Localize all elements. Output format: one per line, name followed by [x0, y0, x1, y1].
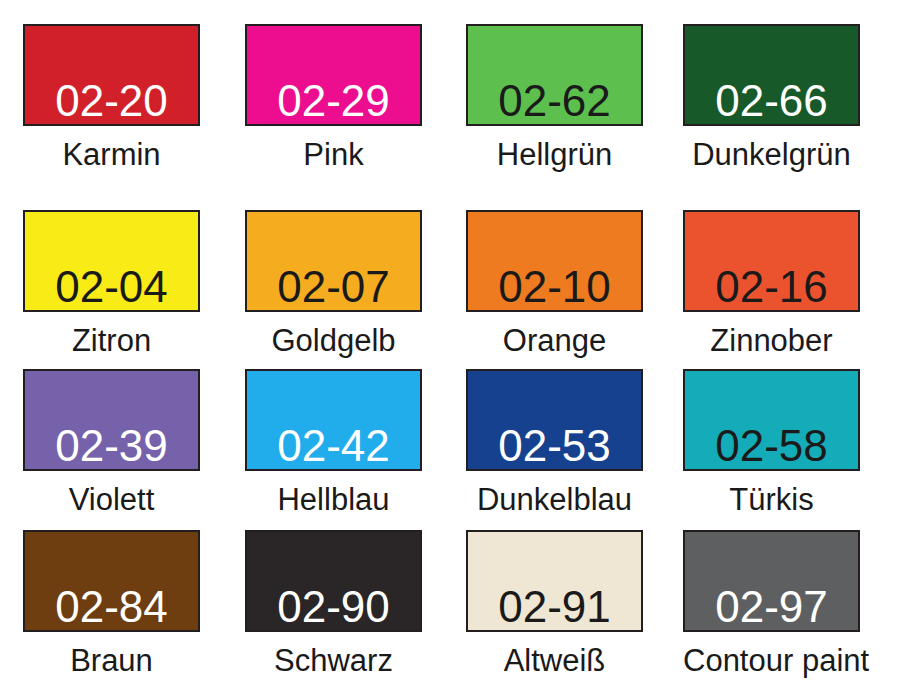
color-swatch-02-07: 02-07 — [245, 210, 422, 312]
color-swatch-02-16: 02-16 — [683, 210, 860, 312]
color-swatch-02-97: 02-97 — [683, 530, 860, 632]
color-cell-02-62: 02-62 Hellgrün — [466, 24, 643, 173]
color-label: Orange — [466, 323, 643, 359]
color-cell-02-58: 02-58 Türkis — [683, 369, 860, 518]
color-label: Hellblau — [245, 482, 422, 518]
color-swatch-02-04: 02-04 — [23, 210, 200, 312]
color-code: 02-20 — [25, 79, 198, 123]
color-swatch-02-29: 02-29 — [245, 24, 422, 126]
color-label: Violett — [23, 482, 200, 518]
color-code: 02-07 — [247, 265, 420, 309]
color-swatch-02-58: 02-58 — [683, 369, 860, 471]
color-swatch-02-66: 02-66 — [683, 24, 860, 126]
color-code: 02-29 — [247, 79, 420, 123]
color-code: 02-91 — [468, 585, 641, 629]
color-swatch-02-42: 02-42 — [245, 369, 422, 471]
color-cell-02-04: 02-04 Zitron — [23, 210, 200, 359]
color-cell-02-20: 02-20 Karmin — [23, 24, 200, 173]
color-swatch-02-53: 02-53 — [466, 369, 643, 471]
color-label: Dunkelblau — [466, 482, 643, 518]
color-cell-02-07: 02-07 Goldgelb — [245, 210, 422, 359]
color-cell-02-42: 02-42 Hellblau — [245, 369, 422, 518]
color-label: Schwarz — [245, 643, 422, 679]
color-code: 02-62 — [468, 79, 641, 123]
color-swatch-02-10: 02-10 — [466, 210, 643, 312]
color-label: Hellgrün — [466, 137, 643, 173]
color-swatch-02-84: 02-84 — [23, 530, 200, 632]
color-code: 02-42 — [247, 424, 420, 468]
color-cell-02-39: 02-39 Violett — [23, 369, 200, 518]
color-label: Zitron — [23, 323, 200, 359]
color-code: 02-58 — [685, 424, 858, 468]
color-cell-02-84: 02-84 Braun — [23, 530, 200, 679]
color-cell-02-53: 02-53 Dunkelblau — [466, 369, 643, 518]
color-label: Contour paint — [683, 643, 860, 679]
color-code: 02-10 — [468, 265, 641, 309]
color-swatch-02-20: 02-20 — [23, 24, 200, 126]
color-swatch-02-39: 02-39 — [23, 369, 200, 471]
color-code: 02-66 — [685, 79, 858, 123]
color-cell-02-29: 02-29 Pink — [245, 24, 422, 173]
color-label: Goldgelb — [245, 323, 422, 359]
color-label: Türkis — [683, 482, 860, 518]
color-swatch-02-91: 02-91 — [466, 530, 643, 632]
color-code: 02-04 — [25, 265, 198, 309]
color-code: 02-53 — [468, 424, 641, 468]
color-code: 02-97 — [685, 585, 858, 629]
color-label: Karmin — [23, 137, 200, 173]
color-label: Dunkelgrün — [683, 137, 860, 173]
color-label: Pink — [245, 137, 422, 173]
color-cell-02-10: 02-10 Orange — [466, 210, 643, 359]
color-cell-02-66: 02-66 Dunkelgrün — [683, 24, 860, 173]
color-label: Braun — [23, 643, 200, 679]
color-code: 02-84 — [25, 585, 198, 629]
color-swatch-02-90: 02-90 — [245, 530, 422, 632]
color-cell-02-16: 02-16 Zinnober — [683, 210, 860, 359]
color-label: Altweiß — [466, 643, 643, 679]
color-cell-02-91: 02-91 Altweiß — [466, 530, 643, 679]
color-cell-02-97: 02-97 Contour paint — [683, 530, 860, 679]
color-swatch-02-62: 02-62 — [466, 24, 643, 126]
color-label: Zinnober — [683, 323, 860, 359]
color-code: 02-90 — [247, 585, 420, 629]
color-code: 02-16 — [685, 265, 858, 309]
color-code: 02-39 — [25, 424, 198, 468]
color-cell-02-90: 02-90 Schwarz — [245, 530, 422, 679]
